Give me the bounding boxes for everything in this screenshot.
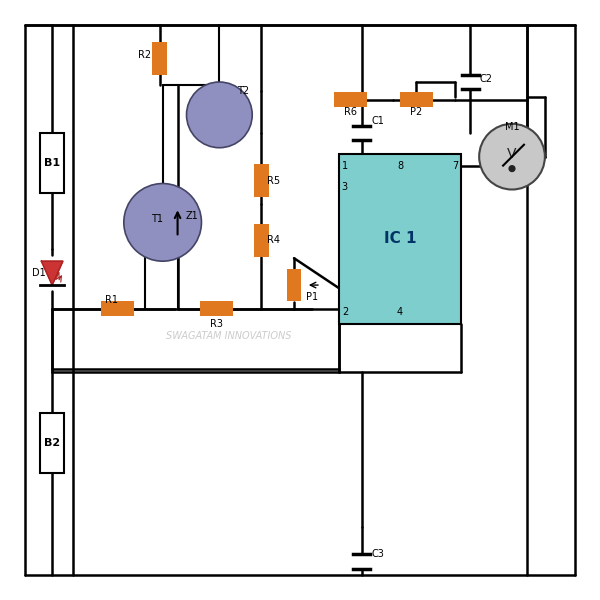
Text: V: V xyxy=(507,146,517,161)
Text: B2: B2 xyxy=(44,439,60,448)
Text: C1: C1 xyxy=(371,116,385,126)
Text: 1: 1 xyxy=(342,161,348,170)
Polygon shape xyxy=(41,261,63,285)
Bar xyxy=(287,269,301,301)
Text: 8: 8 xyxy=(397,161,403,170)
Text: R3: R3 xyxy=(210,319,223,329)
Text: C2: C2 xyxy=(479,74,492,84)
Text: R1: R1 xyxy=(106,295,118,305)
Text: C3: C3 xyxy=(371,549,385,559)
Text: P1: P1 xyxy=(306,292,318,302)
Bar xyxy=(339,154,461,324)
Text: D1: D1 xyxy=(32,268,46,278)
Text: 4: 4 xyxy=(397,307,403,317)
Text: R4: R4 xyxy=(266,235,280,245)
Text: Z1: Z1 xyxy=(186,211,199,221)
Text: R6: R6 xyxy=(344,107,357,117)
Bar xyxy=(40,413,64,473)
Bar xyxy=(334,92,367,107)
Text: R5: R5 xyxy=(266,176,280,185)
Circle shape xyxy=(508,165,515,172)
Text: 2: 2 xyxy=(342,307,348,317)
Bar xyxy=(152,42,167,74)
Bar xyxy=(254,224,269,257)
Text: R2: R2 xyxy=(138,50,151,60)
Bar xyxy=(101,301,134,316)
Text: IC 1: IC 1 xyxy=(384,231,416,246)
Text: 3: 3 xyxy=(342,182,348,191)
Text: T2: T2 xyxy=(237,86,250,96)
Bar xyxy=(200,301,233,316)
Circle shape xyxy=(479,124,545,190)
Text: M1: M1 xyxy=(505,122,520,132)
Bar xyxy=(400,92,433,107)
Text: P2: P2 xyxy=(410,107,422,117)
Text: SWAGATAM INNOVATIONS: SWAGATAM INNOVATIONS xyxy=(166,331,291,341)
Text: B1: B1 xyxy=(44,158,60,167)
Bar xyxy=(40,133,64,193)
Bar xyxy=(254,164,269,197)
Text: T1: T1 xyxy=(151,214,163,224)
Circle shape xyxy=(124,184,202,261)
Text: 7: 7 xyxy=(452,161,458,170)
Circle shape xyxy=(187,82,252,148)
